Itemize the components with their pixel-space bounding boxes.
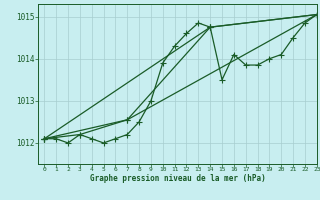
X-axis label: Graphe pression niveau de la mer (hPa): Graphe pression niveau de la mer (hPa): [90, 174, 266, 183]
